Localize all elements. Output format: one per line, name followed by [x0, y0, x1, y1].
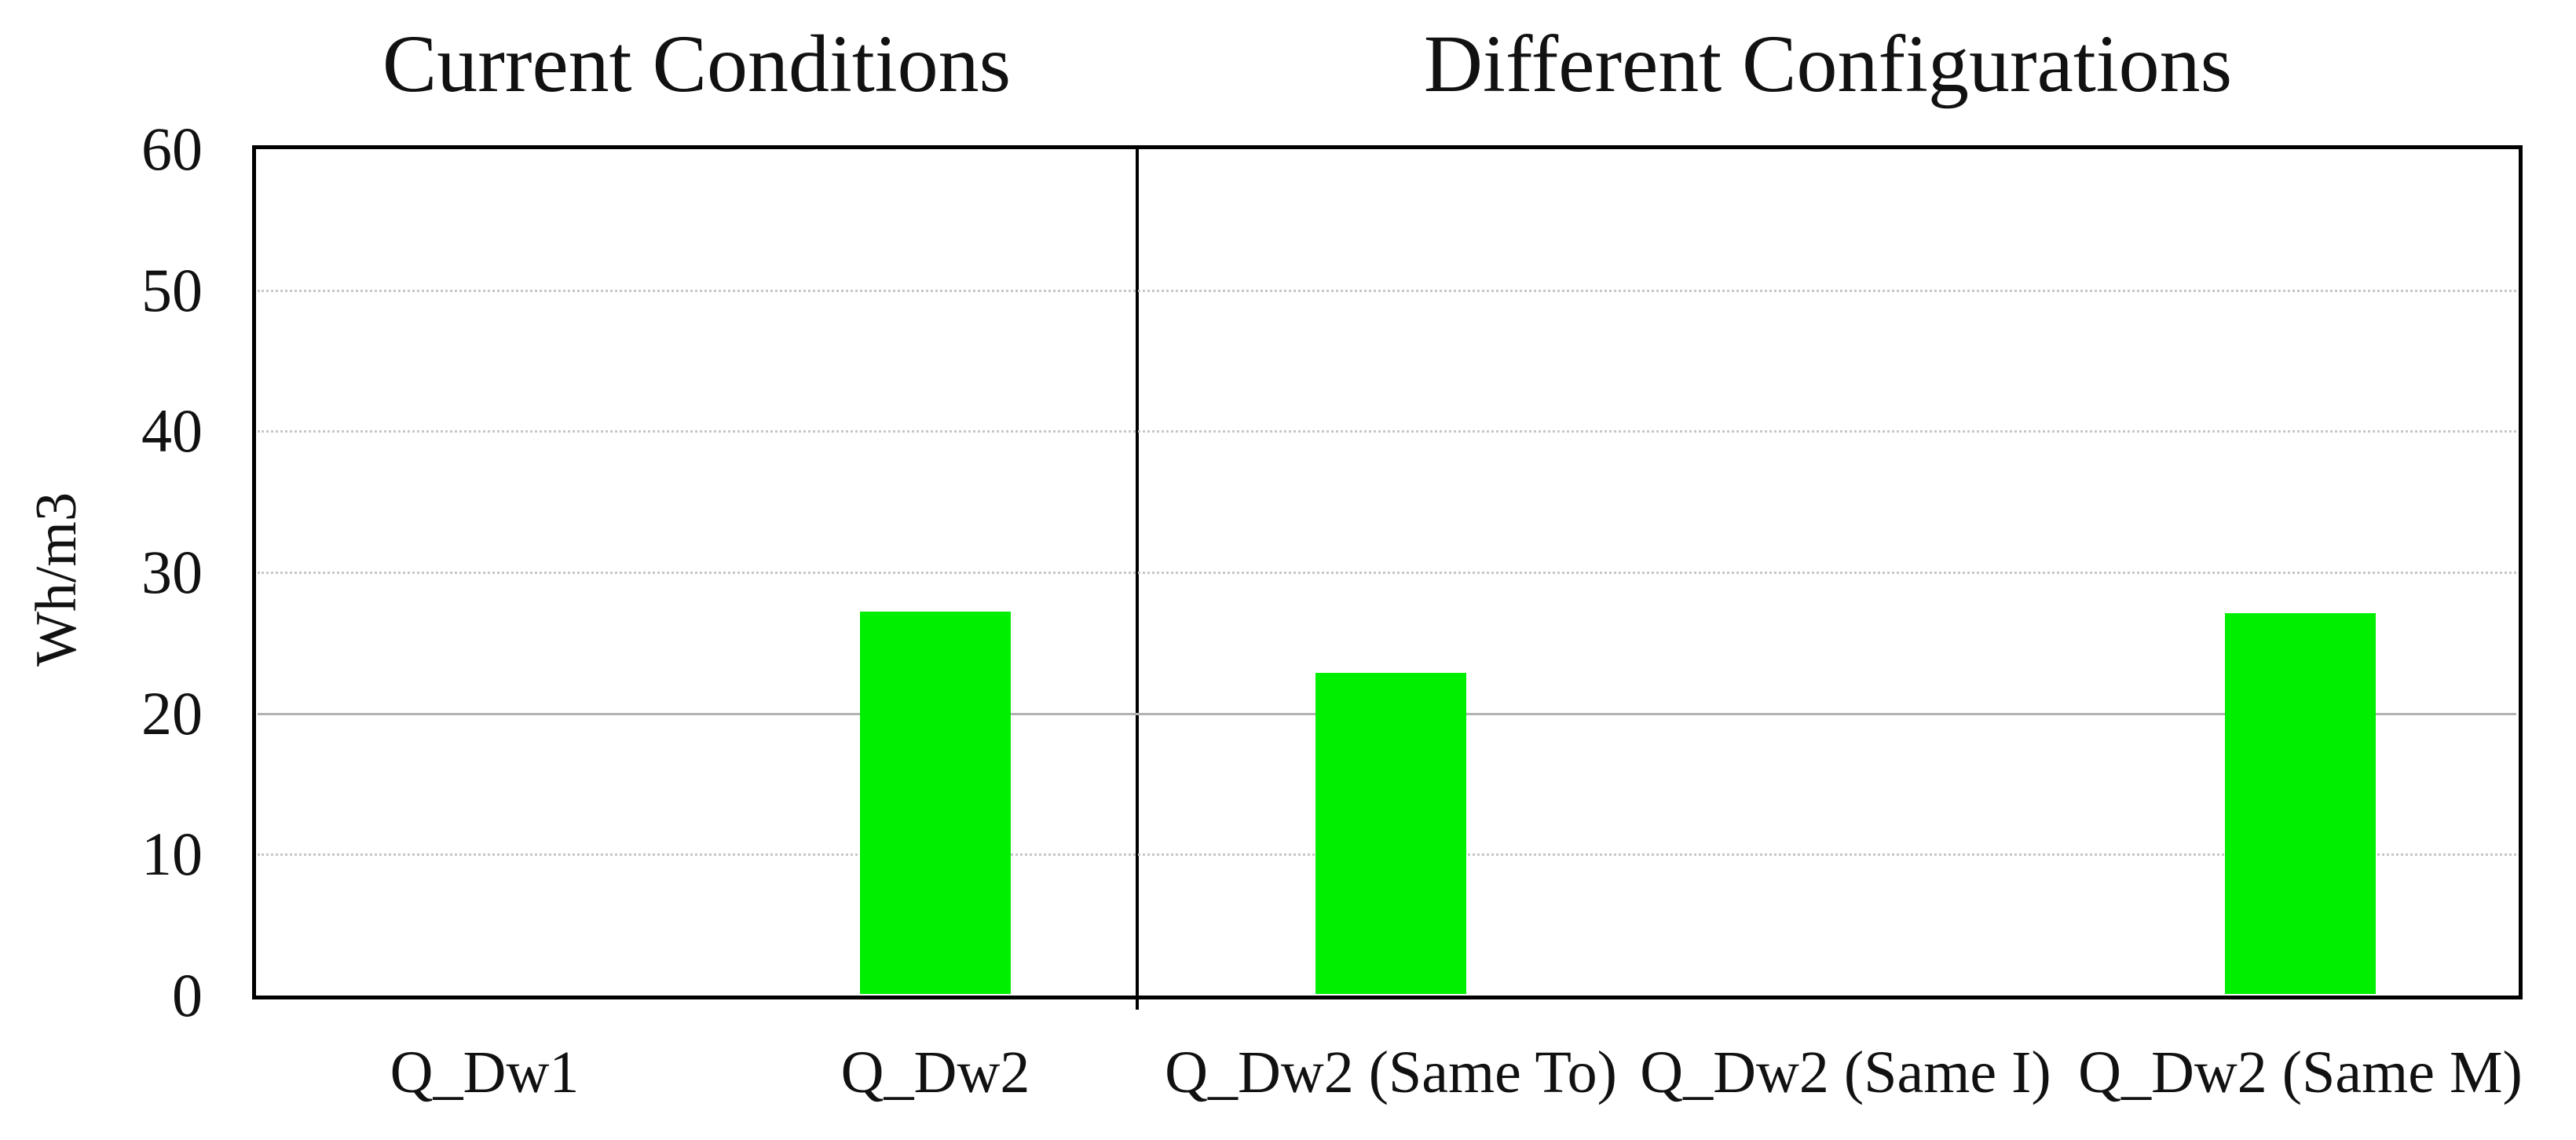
- panel-title-different-configurations: Different Configurations: [1423, 19, 2233, 109]
- plot-area-border: [252, 145, 2523, 999]
- y-tick-label-20: 20: [141, 678, 203, 747]
- gridline-40: [258, 430, 2516, 433]
- bar-q-dw2: [860, 612, 1011, 994]
- x-tick-label-q-dw1: Q_Dw1: [390, 1040, 580, 1105]
- x-tick-label-q-dw2: Q_Dw2: [840, 1040, 1030, 1105]
- y-tick-label-50: 50: [141, 255, 203, 324]
- y-tick-label-10: 10: [141, 820, 203, 889]
- panel-title-current-conditions: Current Conditions: [382, 19, 1012, 109]
- y-tick-label-30: 30: [141, 538, 203, 606]
- gridline-50: [258, 289, 2516, 292]
- y-tick-label-40: 40: [141, 396, 203, 466]
- panel-divider-line: [1136, 149, 1139, 1010]
- x-tick-label-q-dw2-same-to: Q_Dw2 (Same To): [1165, 1040, 1617, 1105]
- gridline-30: [258, 572, 2516, 574]
- x-tick-label-q-dw2-same-m: Q_Dw2 (Same M): [2078, 1040, 2523, 1105]
- bar-q-dw2-same-m: [2225, 613, 2376, 994]
- y-tick-label-60: 60: [141, 115, 203, 183]
- y-tick-label-0: 0: [172, 961, 203, 1029]
- x-tick-label-q-dw2-same-i: Q_Dw2 (Same I): [1640, 1040, 2051, 1105]
- bar-q-dw2-same-to: [1315, 672, 1466, 994]
